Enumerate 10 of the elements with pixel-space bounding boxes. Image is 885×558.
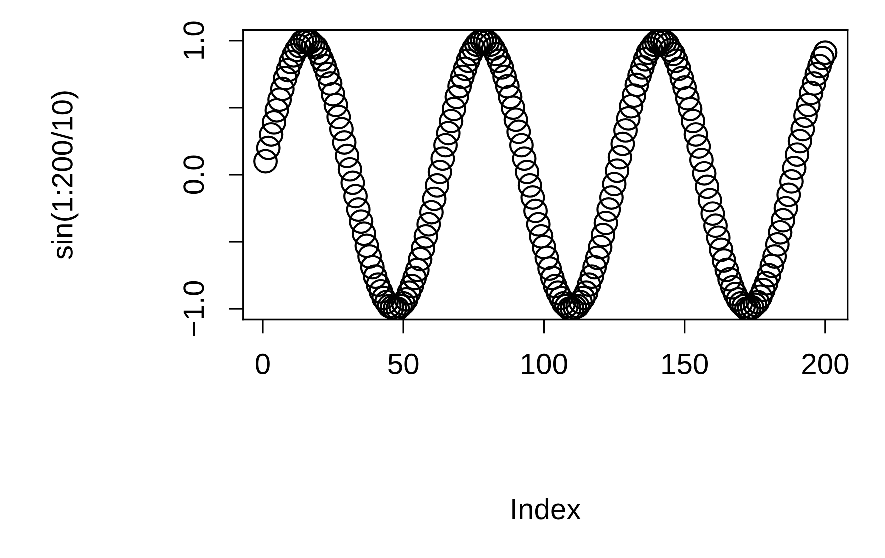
x-tick-label: 0 <box>256 354 270 374</box>
x-tick-label: 200 <box>802 354 849 374</box>
x-tick-label: 50 <box>388 354 419 374</box>
x-tick-label: 150 <box>662 354 708 374</box>
y-tick-label: −1.0 <box>184 281 204 336</box>
x-tick-label: 100 <box>522 354 568 374</box>
y-axis-title: sin(1:200/10) <box>51 92 79 260</box>
x-axis-title: Index <box>512 498 581 520</box>
y-tick-label: 1.0 <box>184 22 204 59</box>
y-tick-label: 0.0 <box>184 156 204 194</box>
